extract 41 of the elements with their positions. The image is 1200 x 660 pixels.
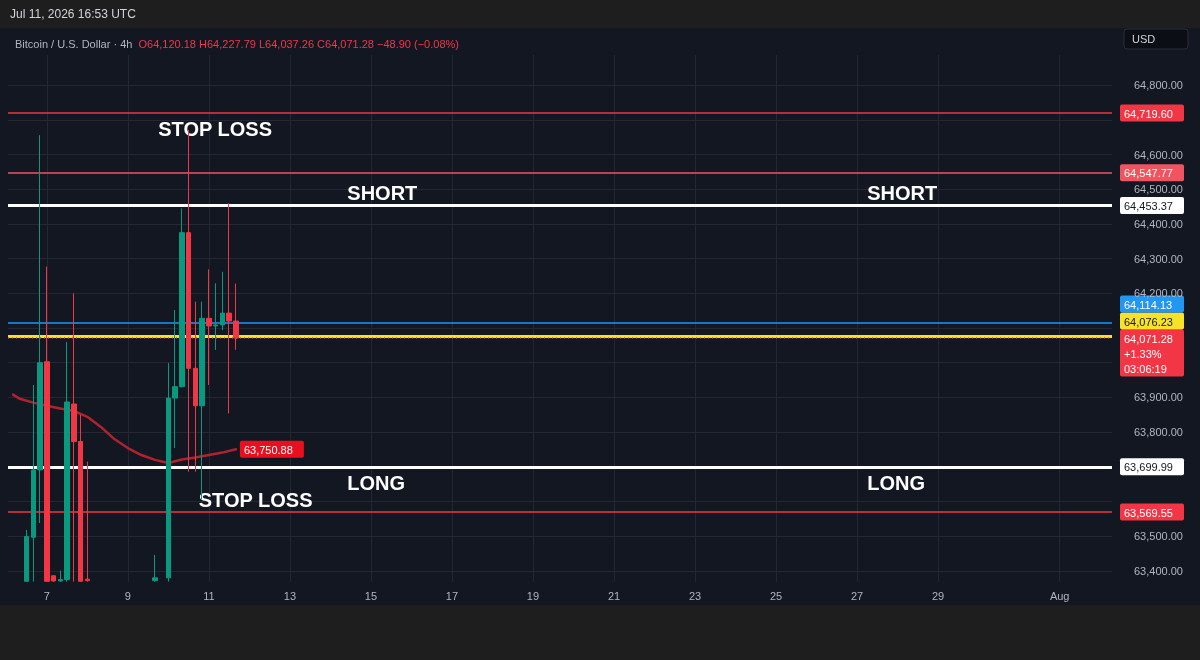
x-tick-label: Aug bbox=[1049, 589, 1070, 602]
ref-line-label: 64,114.13 bbox=[1124, 298, 1173, 311]
annotation: SHORT bbox=[867, 182, 938, 205]
ref-line-label: 63,699.99 bbox=[1124, 461, 1173, 474]
chart-title: Bitcoin / U.S. Dollar · 4h bbox=[15, 37, 139, 50]
annotation: STOP LOSS bbox=[158, 118, 272, 141]
x-tick-label: 29 bbox=[932, 589, 945, 602]
x-tick-label: 9 bbox=[124, 589, 131, 602]
y-tick-label: 64,800.00 bbox=[1134, 79, 1183, 92]
data-label: 63,750.88 bbox=[243, 443, 293, 456]
y-tick-label: 63,400.00 bbox=[1134, 564, 1183, 577]
x-tick-label: 13 bbox=[283, 589, 297, 602]
y-tick-label: 63,500.00 bbox=[1134, 530, 1183, 543]
chart-subtitle: O64,120.18 H64,227.79 L64,037.26 C64,071.28 −48.90 (−0.08%) bbox=[138, 37, 459, 50]
x-tick-label: 17 bbox=[445, 589, 459, 602]
x-tick-label: 23 bbox=[688, 589, 702, 602]
y-tick-label: 64,400.00 bbox=[1134, 217, 1183, 230]
annotation: STOP LOSS bbox=[198, 489, 313, 512]
x-tick-label: 21 bbox=[607, 589, 621, 602]
ref-line-label: 64,071.28 +1.33% 03:06:19 bbox=[1124, 332, 1173, 375]
y-axis-title: USD bbox=[1132, 32, 1156, 45]
ref-line-label: 63,569.55 bbox=[1124, 506, 1173, 519]
x-tick-label: 15 bbox=[364, 589, 378, 602]
y-tick-label: 64,300.00 bbox=[1134, 252, 1183, 265]
y-tick-label: 63,800.00 bbox=[1134, 426, 1183, 439]
y-tick-label: 64,600.00 bbox=[1134, 148, 1183, 161]
text: Jul 11, 2026 16:53 UTC bbox=[10, 7, 136, 21]
y-tick-label: 64,500.00 bbox=[1134, 183, 1183, 196]
annotation: LONG bbox=[347, 471, 406, 494]
annotation: LONG bbox=[867, 471, 926, 494]
ref-line-label: 64,453.37 bbox=[1124, 199, 1173, 212]
y-tick-label: 63,900.00 bbox=[1134, 391, 1183, 404]
ref-line-label: 64,547.77 bbox=[1124, 167, 1173, 180]
x-tick-label: 7 bbox=[43, 589, 50, 602]
x-tick-label: 25 bbox=[769, 589, 783, 602]
x-tick-label: 27 bbox=[850, 589, 864, 602]
ref-line-label: 64,076.23 bbox=[1124, 315, 1173, 328]
x-tick-label: 19 bbox=[526, 589, 540, 602]
ref-line-label: 64,719.60 bbox=[1124, 107, 1173, 120]
annotation: SHORT bbox=[347, 182, 418, 205]
x-tick-label: 11 bbox=[203, 589, 215, 602]
